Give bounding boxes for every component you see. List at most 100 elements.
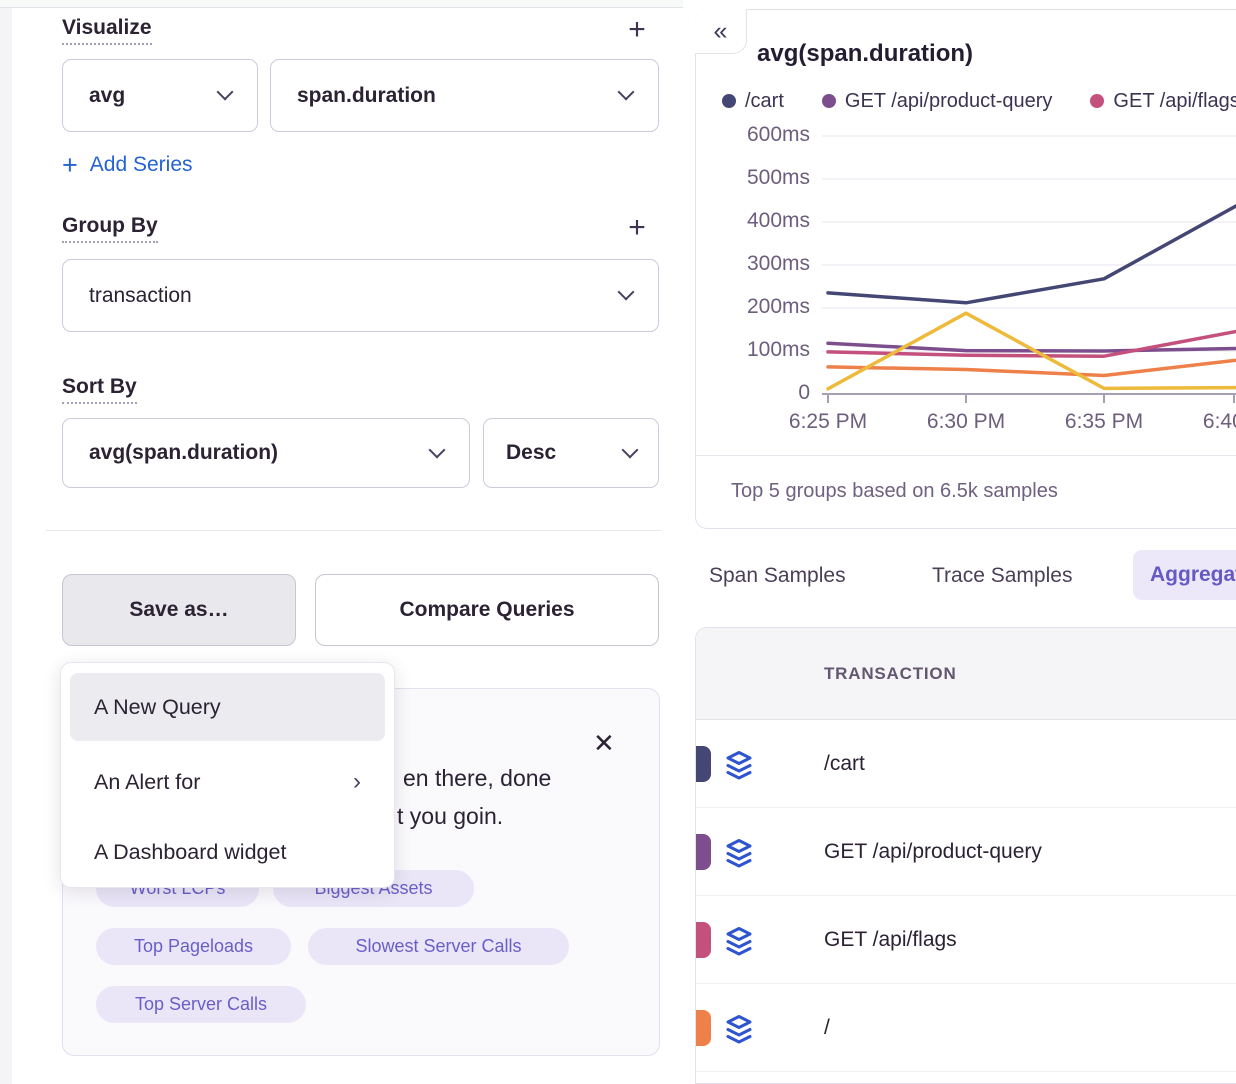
span-layers-icon xyxy=(726,1015,752,1044)
legend-dot xyxy=(722,94,736,108)
x-axis-tick: 6:40 PM xyxy=(1202,410,1236,433)
span-layers-icon xyxy=(726,839,752,868)
group-by-select-value: transaction xyxy=(89,283,192,307)
series-color-swatch xyxy=(696,1010,711,1046)
group-by-heading: Group By xyxy=(62,214,158,243)
chevron-down-icon xyxy=(428,441,446,458)
transaction-cell: /cart xyxy=(824,752,865,775)
legend-label: GET /api/product-query xyxy=(844,89,1053,112)
suggested-query-pill[interactable]: Top Pageloads xyxy=(96,928,291,965)
y-axis-tick: 600ms xyxy=(746,123,810,146)
field-select-value: span.duration xyxy=(297,83,436,107)
x-axis-tick: 6:30 PM xyxy=(926,410,1006,433)
chart-footer-text: Top 5 groups based on 6.5k samples xyxy=(731,480,1058,502)
tab-aggregates[interactable]: Aggregates xyxy=(1133,550,1236,600)
legend-label: GET /api/flags xyxy=(1113,89,1236,112)
table-header-row: TRANSACTION xyxy=(696,628,1236,720)
top-toolbar-edge xyxy=(0,0,683,8)
collapse-icon: « xyxy=(713,16,728,45)
table-row[interactable]: / xyxy=(696,984,1236,1072)
compare-queries-button[interactable]: Compare Queries xyxy=(315,574,659,646)
y-axis-tick: 400ms xyxy=(746,209,810,232)
chevron-right-icon: › xyxy=(353,768,361,795)
legend-dot xyxy=(1090,94,1105,108)
add-group-by-button[interactable]: + xyxy=(620,211,654,245)
series-color-swatch xyxy=(696,746,711,782)
left-edge-strip xyxy=(0,0,12,1084)
visualize-heading: Visualize xyxy=(62,16,152,45)
menu-item-label: An Alert for xyxy=(94,769,201,794)
menu-item-alert[interactable]: An Alert for › xyxy=(70,751,385,813)
add-visualize-button[interactable]: + xyxy=(620,13,654,47)
series-color-swatch xyxy=(696,834,711,870)
legend-item[interactable]: GET /api/product-query xyxy=(821,89,1053,113)
transaction-cell: GET /api/product-query xyxy=(824,840,1042,863)
menu-item-label: A New Query xyxy=(94,694,221,719)
save-as-button[interactable]: Save as… xyxy=(62,574,296,646)
y-axis-tick: 200ms xyxy=(746,295,810,318)
close-icon[interactable]: ✕ xyxy=(593,728,615,758)
transaction-cell: GET /api/flags xyxy=(824,928,957,951)
suggested-query-pill[interactable]: Top Server Calls xyxy=(96,986,306,1023)
column-header-transaction[interactable]: TRANSACTION xyxy=(824,663,957,683)
pill-label: Top Pageloads xyxy=(133,936,254,956)
chevron-down-icon xyxy=(617,83,635,101)
save-as-label: Save as… xyxy=(129,598,229,621)
plus-icon: + xyxy=(628,211,646,244)
aggregate-select-value: avg xyxy=(89,83,126,107)
span-layers-icon xyxy=(726,927,752,956)
sort-field-value: avg(span.duration) xyxy=(89,441,279,464)
chart-title: avg(span.duration) xyxy=(757,40,974,67)
plus-icon: + xyxy=(62,149,78,180)
aggregates-table: TRANSACTION /cart GET /api/product-query xyxy=(695,627,1236,1084)
table-row[interactable]: GET /api/product-query xyxy=(696,808,1236,896)
collapse-panel-button[interactable]: « xyxy=(695,9,747,54)
field-select[interactable]: span.duration xyxy=(270,59,659,132)
y-axis-tick: 500ms xyxy=(746,166,810,189)
onboarding-text-line2: t you goin. xyxy=(397,803,504,829)
table-row[interactable]: GET /api/flags xyxy=(696,896,1236,984)
transaction-cell: / xyxy=(824,1016,830,1039)
menu-item-label: A Dashboard widget xyxy=(94,839,287,864)
compare-queries-label: Compare Queries xyxy=(399,598,575,621)
span-layers-icon xyxy=(726,751,752,780)
onboarding-text-line1: en there, done xyxy=(403,765,552,791)
series-color-swatch xyxy=(696,922,711,958)
legend-item[interactable]: GET /api/flags xyxy=(1090,90,1236,113)
menu-item-dashboard-widget[interactable]: A Dashboard widget xyxy=(70,821,385,883)
legend-item[interactable]: /cart xyxy=(722,90,784,113)
suggested-query-pill[interactable]: Slowest Server Calls xyxy=(308,928,569,965)
add-series-button[interactable]: + Add Series xyxy=(62,150,193,180)
legend-dot xyxy=(821,94,836,108)
sort-direction-select[interactable]: Desc xyxy=(483,418,659,488)
x-axis-tick: 6:35 PM xyxy=(1064,410,1144,433)
plus-icon: + xyxy=(628,13,646,46)
y-axis-tick: 0 xyxy=(798,381,810,404)
legend-label: /cart xyxy=(745,89,784,112)
sort-direction-value: Desc xyxy=(506,441,557,464)
section-divider xyxy=(46,530,661,531)
tab-trace-samples[interactable]: Trace Samples xyxy=(932,561,1072,591)
sort-by-heading: Sort By xyxy=(62,375,137,404)
menu-item-new-query[interactable]: A New Query xyxy=(70,673,385,741)
aggregate-select[interactable]: avg xyxy=(62,59,258,132)
save-as-menu: A New Query An Alert for › A Dashboard w… xyxy=(60,662,395,888)
chart-legend: /cart GET /api/product-query GET /api/fl… xyxy=(722,89,1236,113)
pill-label: Top Server Calls xyxy=(134,994,268,1014)
tab-label: Aggregates xyxy=(1150,563,1236,586)
y-axis-tick: 100ms xyxy=(746,338,810,361)
tab-span-samples[interactable]: Span Samples xyxy=(709,561,846,591)
add-series-label: Add Series xyxy=(89,153,193,176)
table-row[interactable]: /cart xyxy=(696,720,1236,808)
chart-footer-divider xyxy=(696,455,1236,456)
y-axis-tick: 300ms xyxy=(746,252,810,275)
sort-field-select[interactable]: avg(span.duration) xyxy=(62,418,470,488)
x-axis-tick: 6:25 PM xyxy=(788,410,868,433)
pill-label: Slowest Server Calls xyxy=(355,936,522,956)
group-by-select[interactable]: transaction xyxy=(62,259,659,332)
chevron-down-icon xyxy=(621,441,639,458)
chevron-down-icon xyxy=(617,283,635,301)
tab-label: Span Samples xyxy=(709,564,846,587)
tab-label: Trace Samples xyxy=(932,564,1073,587)
